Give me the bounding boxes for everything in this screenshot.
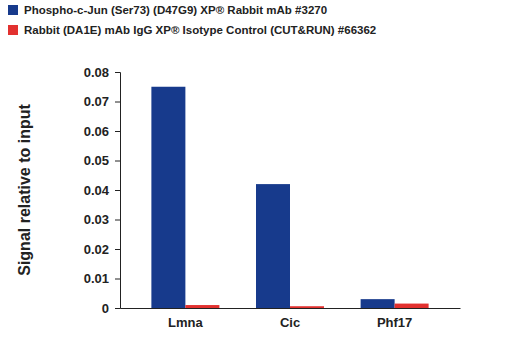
tick: Phf17: [377, 308, 412, 330]
tick-mark: [115, 249, 120, 250]
tick-label: 0.01: [84, 271, 109, 286]
bar: [185, 305, 219, 308]
tick-mark: [115, 72, 120, 73]
tick-label: 0.07: [84, 94, 109, 109]
axis-line: [121, 308, 461, 309]
tick: 0.04: [84, 183, 120, 198]
tick-mark: [115, 102, 120, 103]
tick-label: 0.08: [84, 65, 109, 80]
legend-swatch: [8, 25, 18, 35]
axis-line: [115, 73, 121, 309]
tick-mark: [115, 131, 120, 132]
bar: [395, 304, 429, 308]
tick: 0.05: [84, 153, 120, 168]
bar: [361, 299, 395, 308]
tick: 0: [102, 301, 120, 316]
category-label: Lmna: [168, 315, 203, 330]
tick: 0.02: [84, 242, 120, 257]
tick: 0.06: [84, 124, 120, 139]
tick-label: 0: [102, 301, 109, 316]
legend: Phospho-c-Jun (Ser73) (D47G9) XP® Rabbit…: [8, 4, 376, 36]
tick: 0.08: [84, 65, 120, 80]
tick-label: 0.03: [84, 212, 109, 227]
tick: 0.01: [84, 271, 120, 286]
tick: Cic: [280, 308, 300, 330]
legend-label: Phospho-c-Jun (Ser73) (D47G9) XP® Rabbit…: [24, 4, 327, 16]
x-axis: Lmna Cic Phf17: [121, 308, 461, 330]
legend-label: Rabbit (DA1E) mAb IgG XP® Isotype Contro…: [24, 24, 376, 36]
legend-swatch: [8, 5, 18, 15]
tick-label: 0.06: [84, 124, 109, 139]
tick-label: 0.02: [84, 242, 109, 257]
tick-mark: [115, 308, 120, 309]
bar: [151, 87, 185, 308]
tick-mark: [115, 190, 120, 191]
tick: 0.03: [84, 212, 120, 227]
axis-title: Signal relative to input: [16, 104, 33, 276]
tick-label: 0.04: [84, 183, 110, 198]
tick: 0.07: [84, 94, 120, 109]
bar: [290, 306, 324, 308]
tick: Lmna: [168, 308, 203, 330]
bar: [256, 184, 290, 308]
tick-mark: [115, 220, 120, 221]
bars: [151, 87, 428, 308]
category-label: Cic: [280, 315, 300, 330]
y-axis: 0 0.01 0.02 0.03 0.04 0.05 0.06 0.07 0.08: [84, 65, 121, 316]
tick-mark: [115, 279, 120, 280]
tick-mark: [115, 161, 120, 162]
tick-label: 0.05: [84, 153, 109, 168]
category-label: Phf17: [377, 315, 412, 330]
